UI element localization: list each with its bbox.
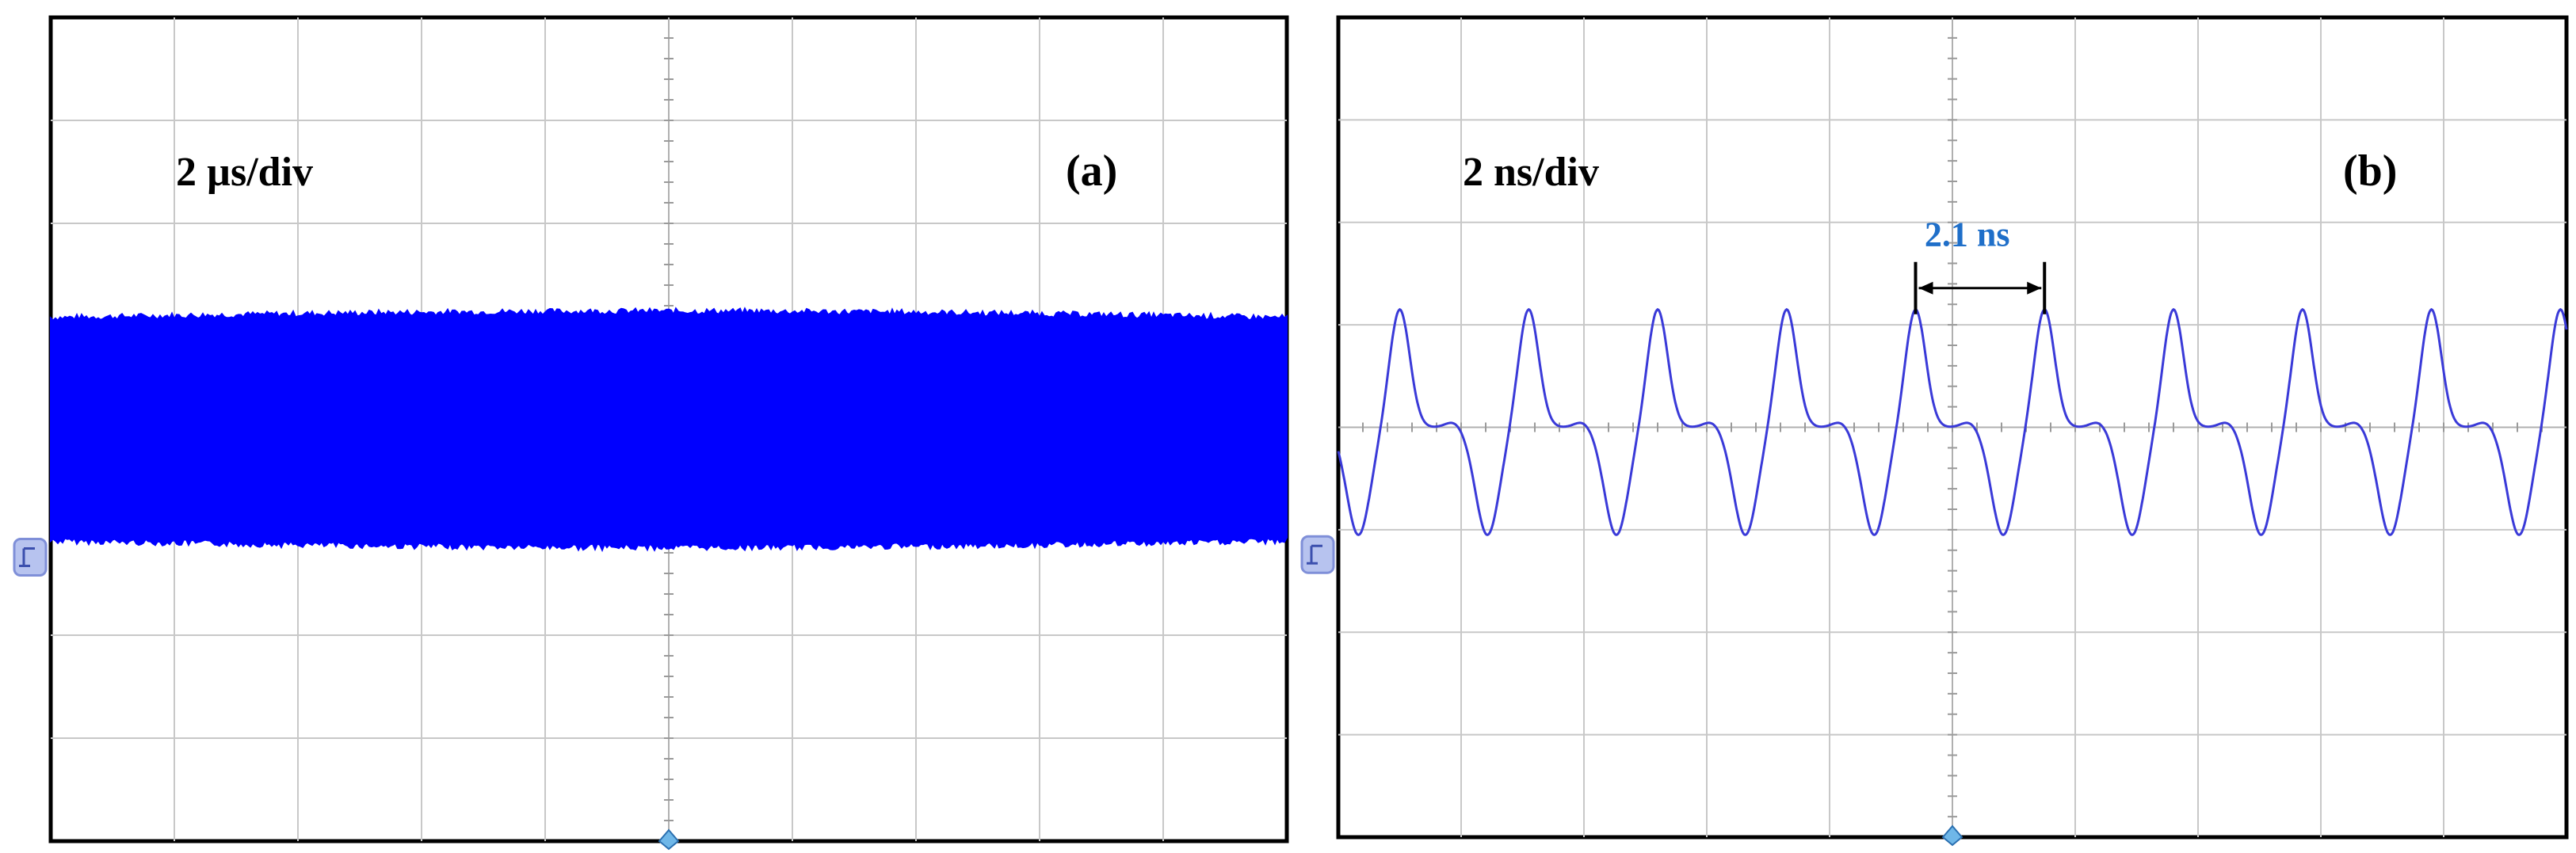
- panel-b: 2 ns/div (b) 2.1 ns: [1300, 15, 2569, 847]
- channel-ground-marker-glyph: [19, 547, 35, 567]
- panel-b-timebase-label: 2 ns/div: [1463, 150, 1599, 195]
- panel-b-trace: [1300, 307, 2568, 847]
- panel-a-trace: [13, 307, 1288, 851]
- panel-a-tag: (a): [1066, 147, 1117, 196]
- trigger-position-marker: [1941, 824, 1963, 847]
- panel-a-timebase-label: 2 µs/div: [176, 150, 313, 195]
- period-annotation: 2.1 ns: [1914, 215, 2047, 314]
- panel-b-grid: [1338, 17, 2566, 837]
- panel-a: 2 µs/div (a): [13, 15, 1289, 851]
- trigger-position-marker: [658, 828, 680, 851]
- pulse-train-trace: [1337, 307, 2568, 536]
- signal-envelope: [50, 307, 1288, 553]
- period-annotation-label: 2.1 ns: [1925, 215, 2010, 254]
- period-arrow-head-right: [2027, 281, 2042, 295]
- period-arrow-head-left: [1918, 281, 1933, 295]
- channel-ground-marker: [1300, 535, 1335, 574]
- channel-ground-marker-glyph: [1307, 544, 1322, 565]
- channel-ground-marker: [13, 538, 48, 577]
- panel-b-tag: (b): [2343, 147, 2397, 196]
